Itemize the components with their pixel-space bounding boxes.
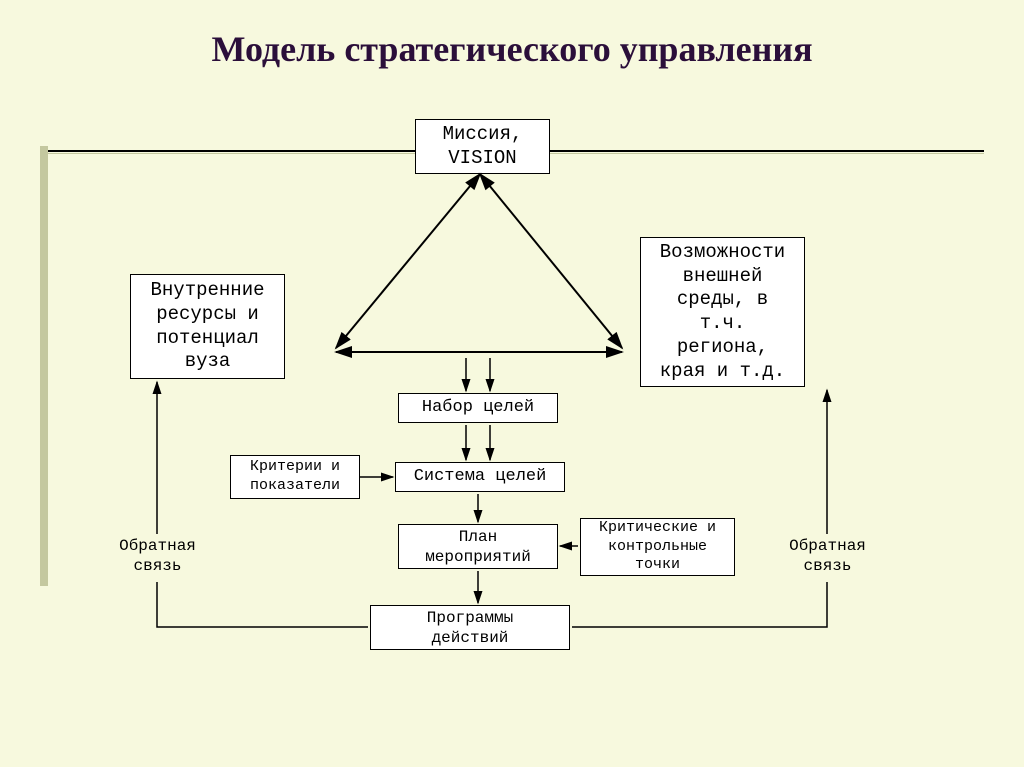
node-external: Возможностивнешнейсреды, вт.ч.региона,кр… xyxy=(640,237,805,387)
left-accent-bar xyxy=(40,146,48,586)
label-feedback-right: Обратнаясвязь xyxy=(770,536,885,581)
slide: Модель стратегического управления Миссия… xyxy=(0,0,1024,767)
node-mission: Миссия,VISION xyxy=(415,119,550,174)
node-system: Система целей xyxy=(395,462,565,492)
node-goalset: Набор целей xyxy=(398,393,558,423)
node-programs: Программыдействий xyxy=(370,605,570,650)
node-plan: Планмероприятий xyxy=(398,524,558,569)
connectors xyxy=(0,0,1024,767)
node-internal: Внутренниересурсы ипотенциалвуза xyxy=(130,274,285,379)
node-criteria: Критерии ипоказатели xyxy=(230,455,360,499)
node-critical: Критические иконтрольныеточки xyxy=(580,518,735,576)
label-feedback-left: Обратнаясвязь xyxy=(100,536,215,581)
slide-title: Модель стратегического управления xyxy=(0,28,1024,70)
